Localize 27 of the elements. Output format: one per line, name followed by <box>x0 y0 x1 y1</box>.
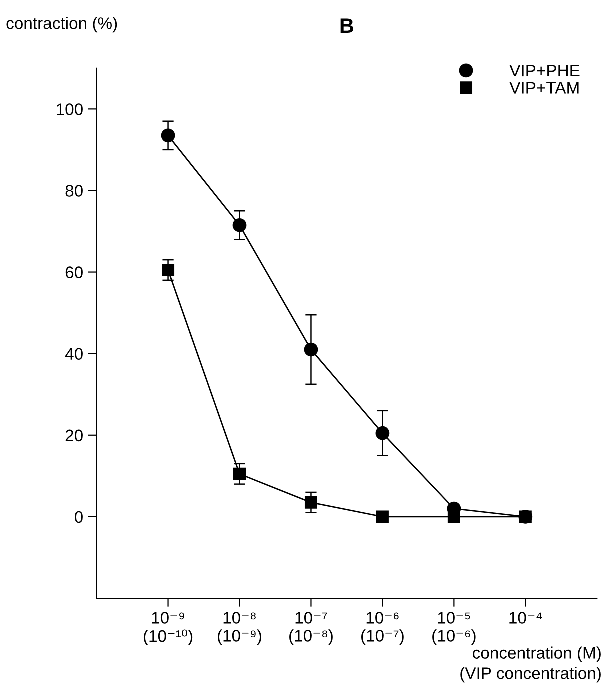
point <box>232 218 247 232</box>
x-tick-label: 10⁻⁹ (10⁻¹⁰) <box>144 612 193 646</box>
point <box>376 510 389 524</box>
point <box>304 496 318 509</box>
y-tick-label: 100 <box>57 104 83 116</box>
point <box>304 342 318 357</box>
x-tick-label: 10⁻⁷ (10⁻⁸) <box>290 612 333 646</box>
point <box>519 510 532 524</box>
x-tick-label: 10⁻⁴ <box>510 612 542 624</box>
x-tick-label: 10⁻⁶ (10⁻⁷) <box>362 612 404 646</box>
point <box>162 264 175 276</box>
y-tick-label: 40 <box>65 348 83 360</box>
legend-label: VIP+PHE <box>510 65 580 77</box>
point <box>448 510 460 524</box>
point <box>376 426 390 440</box>
y-tick-label: 20 <box>66 430 83 442</box>
chart-title: B <box>340 18 354 34</box>
x-tick-label: 10⁻⁸ (10⁻⁹) <box>218 612 262 646</box>
x-axis-title: concentration (M) (VIP concentration) <box>460 646 601 683</box>
point <box>234 468 246 480</box>
legend-label: VIP+TAM <box>510 82 579 94</box>
y-tick-label: 60 <box>66 266 83 278</box>
y-tick-label: 80 <box>66 185 83 197</box>
x-tick-label: 10⁻⁵ (10⁻⁶) <box>432 612 476 646</box>
y-tick-label: 0 <box>74 511 83 524</box>
point <box>161 128 176 143</box>
y-axis-title: contraction (%) <box>6 17 118 33</box>
